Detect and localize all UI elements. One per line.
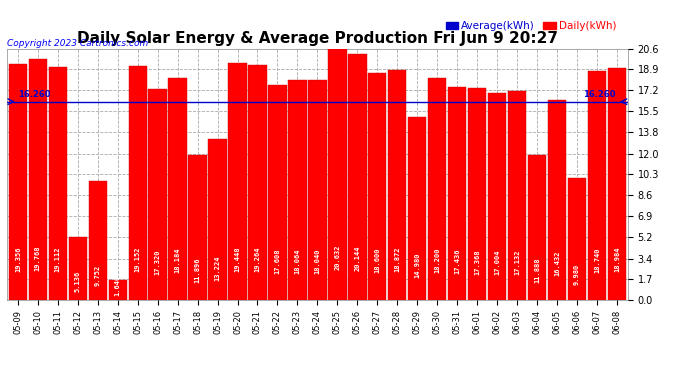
Bar xyxy=(588,71,606,300)
Bar xyxy=(388,70,406,300)
Text: 17.320: 17.320 xyxy=(155,249,161,274)
Bar xyxy=(488,93,506,300)
Text: 19.264: 19.264 xyxy=(255,246,261,272)
Bar xyxy=(108,280,127,300)
Text: 17.436: 17.436 xyxy=(454,249,460,274)
Bar xyxy=(368,73,386,300)
Bar xyxy=(428,78,446,300)
Text: 17.132: 17.132 xyxy=(514,249,520,275)
Bar xyxy=(9,64,27,300)
Bar xyxy=(228,63,247,300)
Text: 17.608: 17.608 xyxy=(275,249,280,274)
Bar xyxy=(168,78,187,300)
Text: 9.752: 9.752 xyxy=(95,264,101,286)
Text: 18.200: 18.200 xyxy=(434,248,440,273)
Bar xyxy=(548,100,566,300)
Bar xyxy=(88,181,107,300)
Bar xyxy=(568,178,586,300)
Text: 16.432: 16.432 xyxy=(554,251,560,276)
Text: 16.260: 16.260 xyxy=(584,90,616,99)
Bar xyxy=(268,85,286,300)
Text: 19.448: 19.448 xyxy=(235,246,241,272)
Text: Copyright 2023 Cartronics.com: Copyright 2023 Cartronics.com xyxy=(7,39,148,48)
Bar xyxy=(148,89,167,300)
Text: 18.064: 18.064 xyxy=(295,248,300,273)
Text: 13.224: 13.224 xyxy=(215,255,221,280)
Bar xyxy=(208,139,227,300)
Text: 11.888: 11.888 xyxy=(534,257,540,283)
Title: Daily Solar Energy & Average Production Fri Jun 9 20:27: Daily Solar Energy & Average Production … xyxy=(77,31,558,46)
Text: 14.980: 14.980 xyxy=(414,253,420,278)
Text: 19.356: 19.356 xyxy=(15,246,21,272)
Text: 5.136: 5.136 xyxy=(75,271,81,292)
Text: 18.740: 18.740 xyxy=(594,247,600,273)
Text: 19.112: 19.112 xyxy=(55,246,61,272)
Bar xyxy=(448,87,466,300)
Bar xyxy=(128,66,147,300)
Bar xyxy=(528,155,546,300)
Text: 9.980: 9.980 xyxy=(574,264,580,285)
Bar xyxy=(608,69,626,300)
Text: 16.260: 16.260 xyxy=(18,90,51,99)
Bar xyxy=(29,59,47,300)
Text: 11.896: 11.896 xyxy=(195,257,201,283)
Text: 19.152: 19.152 xyxy=(135,246,141,272)
Bar xyxy=(248,65,266,300)
Text: 19.768: 19.768 xyxy=(35,246,41,271)
Bar xyxy=(508,91,526,300)
Text: 18.984: 18.984 xyxy=(614,247,620,272)
Text: 18.184: 18.184 xyxy=(175,248,181,273)
Text: 18.600: 18.600 xyxy=(374,247,380,273)
Bar xyxy=(288,80,306,300)
Bar xyxy=(468,88,486,300)
Text: 20.144: 20.144 xyxy=(355,245,360,270)
Bar xyxy=(308,80,326,300)
Text: 18.872: 18.872 xyxy=(394,247,400,272)
Text: 20.632: 20.632 xyxy=(335,244,340,270)
Text: 17.004: 17.004 xyxy=(494,250,500,275)
Text: 17.368: 17.368 xyxy=(474,249,480,274)
Bar xyxy=(188,155,207,300)
Bar xyxy=(328,48,346,300)
Bar xyxy=(48,67,67,300)
Text: 1.640: 1.640 xyxy=(115,275,121,296)
Text: 18.040: 18.040 xyxy=(315,248,320,274)
Bar xyxy=(68,237,87,300)
Bar xyxy=(348,54,366,300)
Legend: Average(kWh), Daily(kWh): Average(kWh), Daily(kWh) xyxy=(446,21,616,31)
Bar xyxy=(408,117,426,300)
